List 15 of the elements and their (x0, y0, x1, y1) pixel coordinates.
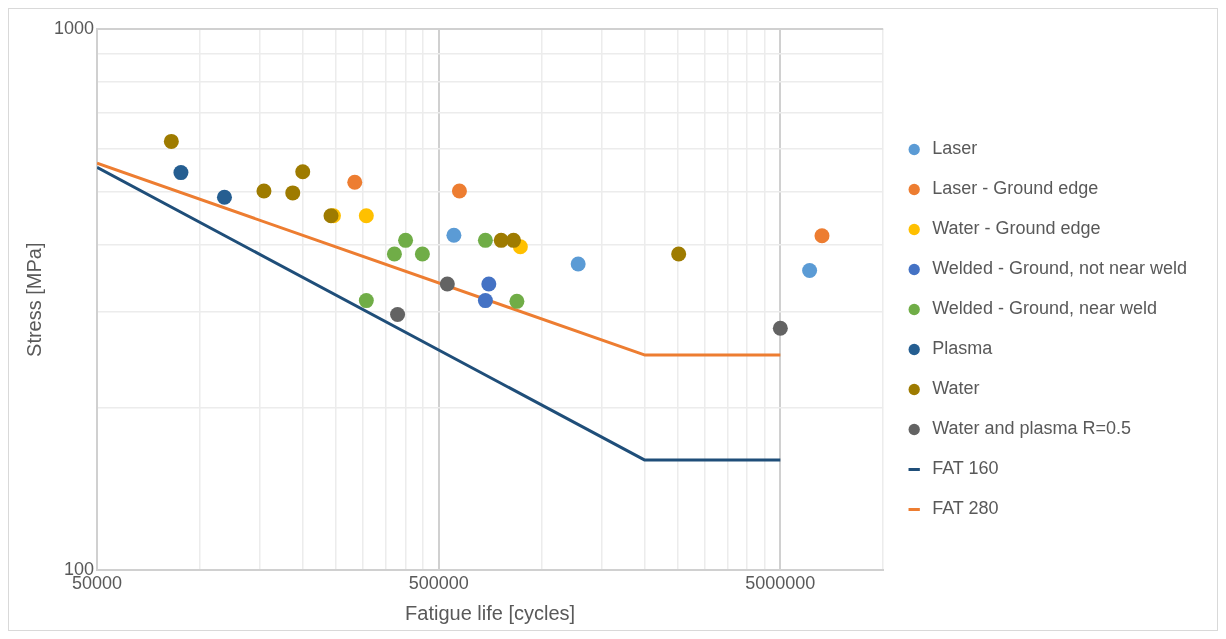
legend-label: Welded - Ground, near weld (932, 298, 1157, 319)
legend-label: Welded - Ground, not near weld (932, 258, 1187, 279)
legend-label: Water and plasma R=0.5 (932, 418, 1132, 439)
legend-label: Laser (932, 138, 978, 159)
legend-label: FAT 160 (932, 458, 999, 479)
x-tick-label: 500000 (408, 573, 469, 594)
legend-label: FAT 280 (932, 498, 999, 519)
legend-label: Plasma (932, 338, 994, 359)
y-tick-label: 1000 (54, 17, 95, 38)
legend-label: Water - Ground edge (932, 218, 1101, 239)
x-tick-label: 5000000 (745, 573, 816, 594)
x-axis-title: Fatigue life [cycles] (405, 601, 576, 624)
legend-label: Laser - Ground edge (932, 178, 1099, 199)
legend-label: Water (932, 378, 980, 399)
y-axis-title: Stress [MPa] (22, 242, 45, 357)
